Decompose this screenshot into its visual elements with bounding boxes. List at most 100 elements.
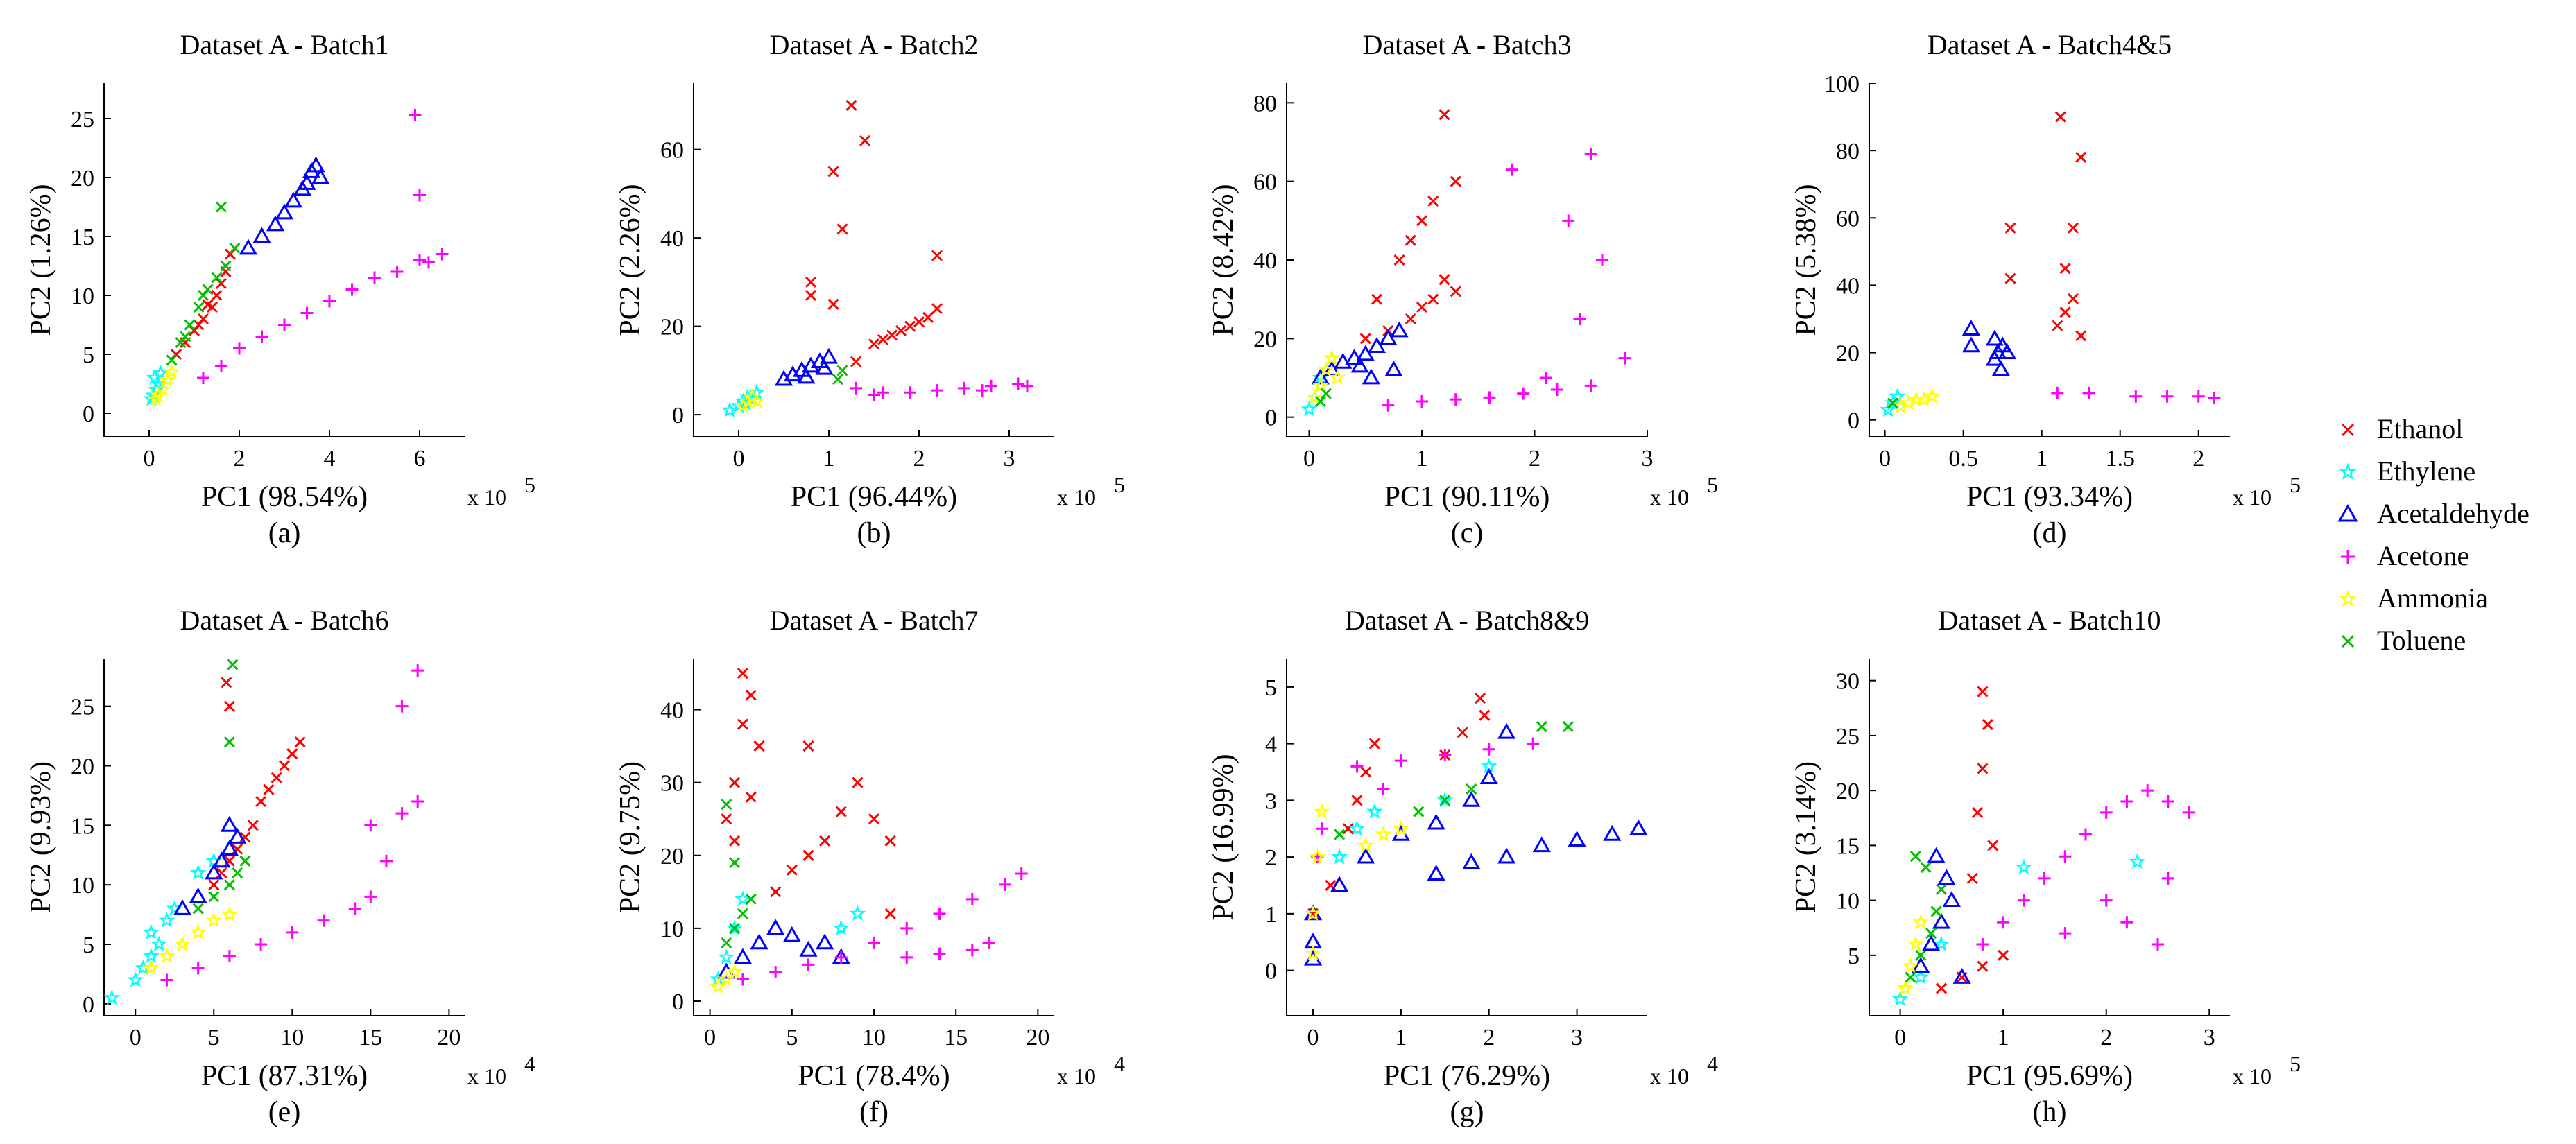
data-point-acetone [413, 189, 426, 202]
data-point-acetone [2038, 872, 2051, 885]
data-point-ethanol [827, 298, 839, 310]
y-tick-label: 5 [1848, 944, 1860, 969]
data-point-ethanol [2067, 222, 2079, 234]
y-tick-label: 40 [660, 226, 684, 252]
data-point-ethanol [1977, 763, 1989, 774]
data-point-acetone [1350, 760, 1364, 773]
series-ammonia [1892, 388, 1941, 414]
data-point-acetone [2161, 795, 2174, 808]
data-point-acetaldehyde [228, 827, 247, 844]
data-point-acetaldehyde [1991, 360, 2010, 376]
data-point-acetaldehyde [1927, 847, 1946, 863]
y-axis-label: PC2 (9.75%) [615, 761, 646, 913]
data-point-acetone [931, 384, 943, 397]
data-point-ethanol [1371, 293, 1383, 305]
axis-lines [1869, 659, 2230, 1016]
x-tick-label: 10 [862, 1025, 886, 1050]
data-point-acetaldehyde [1367, 337, 1386, 354]
x-axis-multiplier-exponent: 5 [1114, 472, 1125, 497]
series-acetaldehyde [173, 815, 247, 915]
data-point-ethanol [239, 831, 251, 843]
data-point-acetaldehyde [1462, 790, 1481, 807]
data-point-acetone [191, 962, 205, 975]
series-acetone [160, 664, 424, 987]
x-tick-label: 0 [1894, 1025, 1906, 1050]
data-point-acetone [1997, 916, 2010, 929]
data-point-ethanol [1935, 982, 1948, 994]
data-point-toluene [208, 891, 220, 903]
panel-a: 0 2 4 6 0 5 10 15 20 25 Dataset A - Batch1 PC1 (98.… [25, 29, 535, 549]
data-point-ethanol [895, 324, 907, 337]
data-point-ethanol [827, 166, 839, 177]
legend-marker-acetone [2341, 550, 2355, 564]
data-point-acetone [197, 372, 209, 384]
x-axis-multiplier: x 10 [1650, 1064, 1689, 1089]
data-point-acetaldehyde [1998, 343, 2017, 359]
series-acetone [736, 867, 1028, 986]
x-tick-label: 2 [234, 446, 246, 471]
data-point-toluene [737, 908, 748, 919]
data-point-ethanol [1359, 333, 1371, 345]
data-point-ethylene [832, 919, 850, 936]
x-axis-multiplier-exponent: 4 [1707, 1051, 1718, 1076]
data-point-acetone [2100, 894, 2113, 907]
data-point-acetone [1483, 391, 1496, 404]
y-axis-label: PC2 (9.93%) [25, 761, 57, 913]
data-point-acetaldehyde [266, 215, 285, 232]
data-point-toluene [745, 893, 757, 905]
data-point-ethanol [904, 320, 916, 332]
data-point-ethanol [868, 338, 880, 350]
data-point-ethanol [294, 736, 306, 748]
data-point-acetone [160, 973, 173, 987]
y-tick-label: 25 [1836, 724, 1860, 749]
data-point-acetaldehyde [1497, 847, 1516, 864]
data-point-acetaldehyde [239, 239, 258, 255]
data-point-ethanol [1416, 301, 1428, 313]
data-point-acetone [364, 819, 377, 832]
data-point-acetone [1021, 379, 1033, 392]
data-point-acetaldehyde [1334, 352, 1353, 369]
data-point-ammonia [174, 935, 191, 952]
data-point-ethanol [271, 772, 282, 783]
data-point-toluene [1314, 395, 1326, 408]
data-point-ethanol [868, 813, 880, 825]
y-axis-label: PC2 (2.26%) [615, 184, 646, 336]
data-point-toluene [223, 879, 235, 891]
data-point-ethanol [737, 718, 748, 730]
data-point-toluene [232, 867, 243, 879]
data-point-ethanol [1450, 175, 1461, 187]
data-point-acetaldehyde [1603, 824, 1622, 841]
data-point-ethylene [734, 890, 751, 906]
chart-title: Dataset A - Batch10 [1938, 605, 2161, 636]
data-point-acetone [985, 379, 997, 392]
data-point-acetone [2141, 784, 2154, 797]
data-point-acetaldehyde [1937, 869, 1956, 885]
series-acetone [1311, 737, 1540, 864]
panel-caption: (a) [268, 517, 301, 549]
data-point-ethylene [1891, 990, 1909, 1007]
data-point-acetone [1551, 383, 1563, 396]
x-axis-multiplier-exponent: 5 [2290, 1051, 2301, 1076]
data-point-toluene [832, 374, 844, 385]
series-acetone [1976, 784, 2195, 951]
x-axis-multiplier-exponent: 5 [524, 472, 535, 497]
data-point-ethylene [726, 919, 744, 936]
data-point-acetone [1382, 399, 1395, 412]
data-point-toluene [721, 937, 732, 948]
data-point-toluene [197, 289, 209, 302]
data-point-acetaldehyde [1391, 824, 1410, 841]
data-point-acetone [2082, 386, 2095, 399]
data-point-ethanol [884, 835, 896, 847]
data-point-acetone [1539, 372, 1552, 384]
data-point-acetone [1315, 822, 1328, 835]
data-point-ammonia [1306, 388, 1323, 405]
series-toluene [166, 201, 241, 366]
data-point-toluene [1925, 928, 1937, 939]
data-point-ethanol [2059, 306, 2071, 318]
series-ethanol [721, 667, 896, 919]
data-point-acetaldehyde [220, 815, 239, 832]
data-point-ethylene [1436, 791, 1454, 808]
data-point-ammonia [158, 947, 175, 964]
x-tick-label: 5 [208, 1025, 220, 1050]
